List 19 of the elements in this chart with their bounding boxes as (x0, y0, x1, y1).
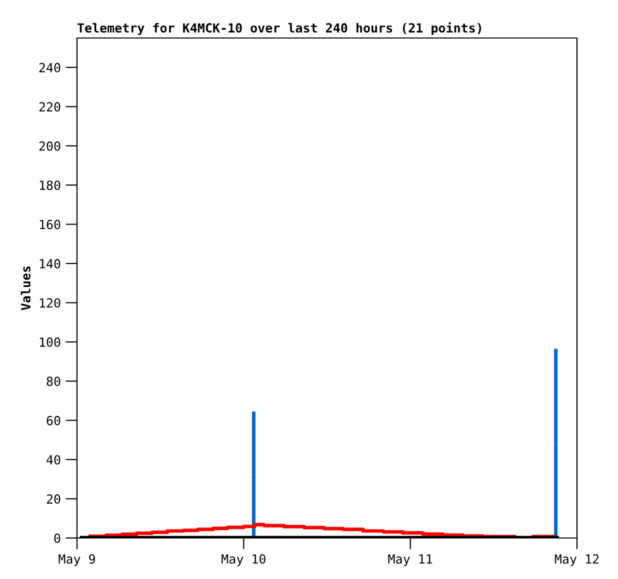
y-tick-label: 120 (40, 298, 60, 308)
y-tick-label: 40 (46, 455, 60, 465)
x-tick-label: May 12 (554, 554, 599, 566)
x-tick-label: May 9 (58, 554, 95, 566)
y-tick-label: 80 (46, 376, 60, 386)
y-tick-label: 60 (46, 416, 60, 426)
y-tick-label: 100 (40, 337, 60, 347)
y-tick-label: 20 (46, 494, 60, 504)
chart-title: Telemetry for K4MCK-10 over last 240 hours (21 points) (78, 22, 482, 36)
x-tick-label: May 11 (388, 554, 432, 566)
y-tick-label: 240 (39, 62, 60, 72)
y-tick-label: 220 (39, 102, 60, 112)
y-tick-label: 140 (40, 258, 60, 268)
y-axis-title: Values (20, 266, 30, 310)
y-tick-label: 180 (40, 180, 60, 190)
x-tick-label: May 10 (222, 554, 266, 566)
y-tick-label: 200 (39, 141, 60, 151)
y-tick-label: 160 (40, 220, 60, 230)
y-tick-label: 0 (54, 534, 60, 543)
